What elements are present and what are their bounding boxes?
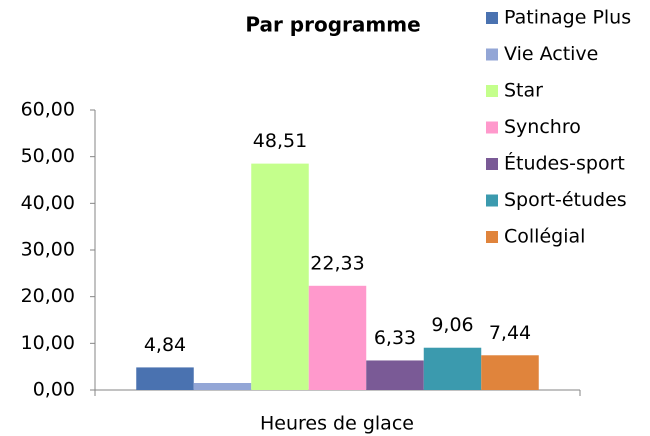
data-label: 7,44 xyxy=(489,322,531,344)
legend-swatch xyxy=(486,85,498,97)
legend-swatch xyxy=(486,158,498,170)
legend-label: Patinage Plus xyxy=(504,7,631,29)
legend-swatch xyxy=(486,12,498,24)
legend-label: Études-sport xyxy=(504,152,625,175)
bar xyxy=(481,355,539,390)
bar xyxy=(308,285,367,390)
legend-label: Sport-études xyxy=(504,189,627,211)
data-label: 22,33 xyxy=(310,252,364,274)
legend-swatch xyxy=(486,194,498,207)
data-label: 6,33 xyxy=(374,327,416,349)
legend-label: Vie Active xyxy=(504,43,598,65)
y-tick-label: 20,00 xyxy=(21,285,75,307)
y-tick-label: 50,00 xyxy=(21,145,75,167)
y-tick-label: 60,00 xyxy=(21,99,75,121)
data-label: 48,51 xyxy=(253,130,307,152)
x-axis-label: Heures de glace xyxy=(260,413,414,435)
chart-title: Par programme xyxy=(245,13,420,37)
y-tick-label: 40,00 xyxy=(21,192,75,214)
bar xyxy=(366,360,424,390)
legend-label: Collégial xyxy=(504,226,585,248)
bar xyxy=(251,163,309,390)
y-tick-label: 0,00 xyxy=(33,379,75,401)
legend-label: Synchro xyxy=(504,116,581,138)
legend-label: Star xyxy=(504,80,543,102)
y-tick-label: 10,00 xyxy=(21,332,75,354)
data-label: 4,84 xyxy=(144,334,186,356)
bar xyxy=(423,347,482,390)
y-tick-label: 30,00 xyxy=(21,239,75,261)
legend-swatch xyxy=(486,121,498,134)
bar xyxy=(136,367,194,390)
data-label: 9,06 xyxy=(431,314,473,336)
legend-swatch xyxy=(486,48,498,61)
legend-swatch xyxy=(486,231,498,243)
bar xyxy=(193,383,252,390)
